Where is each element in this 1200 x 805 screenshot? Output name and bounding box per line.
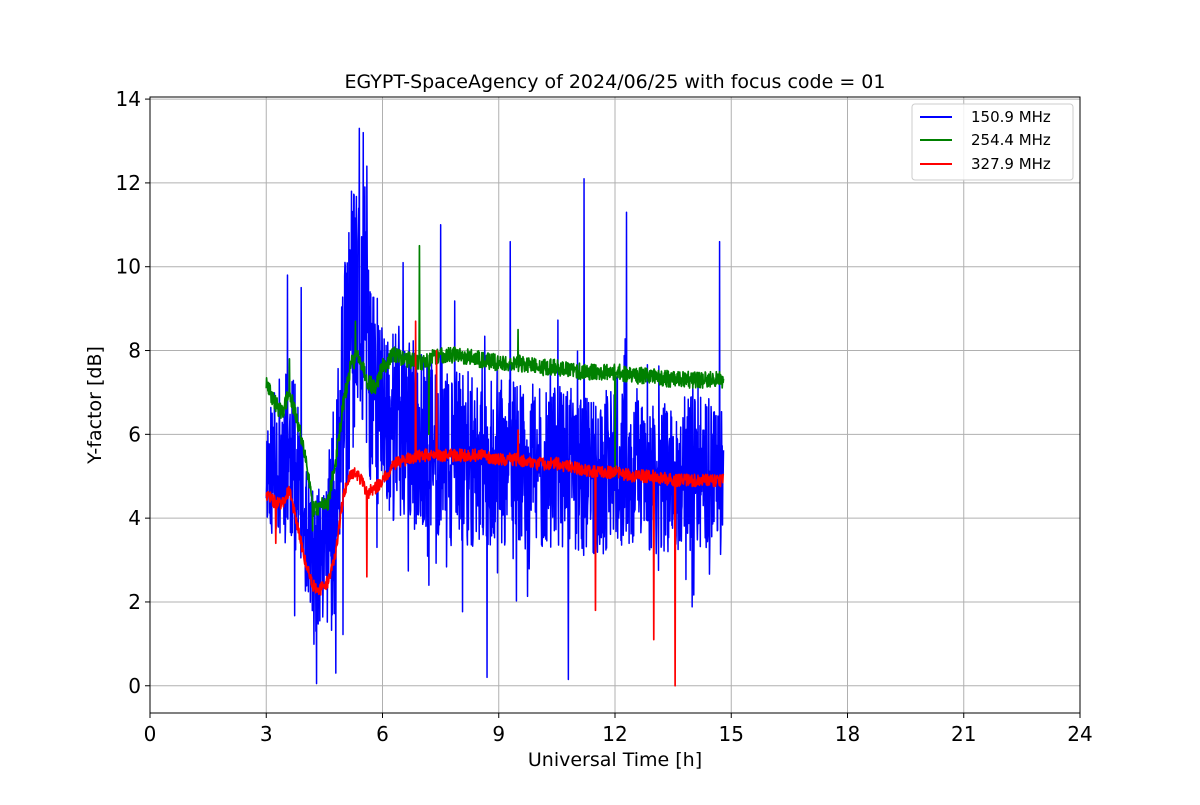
y-tick-label: 6	[128, 422, 141, 446]
x-tick-label: 0	[144, 722, 157, 746]
legend-label-254-4: 254.4 MHz	[971, 131, 1051, 149]
legend-box	[911, 103, 1074, 181]
x-tick-label: 21	[951, 722, 976, 746]
chart-title: EGYPT-SpaceAgency of 2024/06/25 with foc…	[345, 71, 886, 93]
legend-label-150-9: 150.9 MHz	[971, 108, 1051, 126]
y-tick-label: 4	[128, 506, 141, 530]
x-tick-label: 12	[602, 722, 627, 746]
y-tick-label: 14	[116, 87, 141, 111]
series-line-150-9	[265, 127, 725, 685]
y-axis-ticks: 0 2 4 6 8 10 12 14	[116, 87, 150, 698]
x-tick-label: 24	[1067, 722, 1092, 746]
y-tick-label: 10	[116, 255, 141, 279]
series-line-254-4	[265, 244, 725, 532]
series-line-327-9	[265, 320, 725, 687]
y-axis-label: Y-factor [dB]	[84, 346, 106, 465]
y-tick-label: 2	[128, 590, 141, 614]
series-lines	[265, 127, 725, 687]
y-tick-label: 12	[116, 171, 141, 195]
x-tick-label: 15	[719, 722, 744, 746]
x-axis-ticks: 0 3 6 9 12 15 18 21 24	[144, 713, 1093, 746]
x-tick-label: 3	[260, 722, 273, 746]
x-axis-label: Universal Time [h]	[528, 749, 702, 771]
x-tick-label: 18	[835, 722, 860, 746]
y-tick-label: 8	[128, 339, 141, 363]
y-tick-label: 0	[128, 674, 141, 698]
x-tick-label: 9	[492, 722, 505, 746]
legend: 150.9 MHz 254.4 MHz 327.9 MHz	[911, 103, 1074, 181]
x-tick-label: 6	[376, 722, 389, 746]
legend-label-327-9: 327.9 MHz	[971, 155, 1051, 173]
